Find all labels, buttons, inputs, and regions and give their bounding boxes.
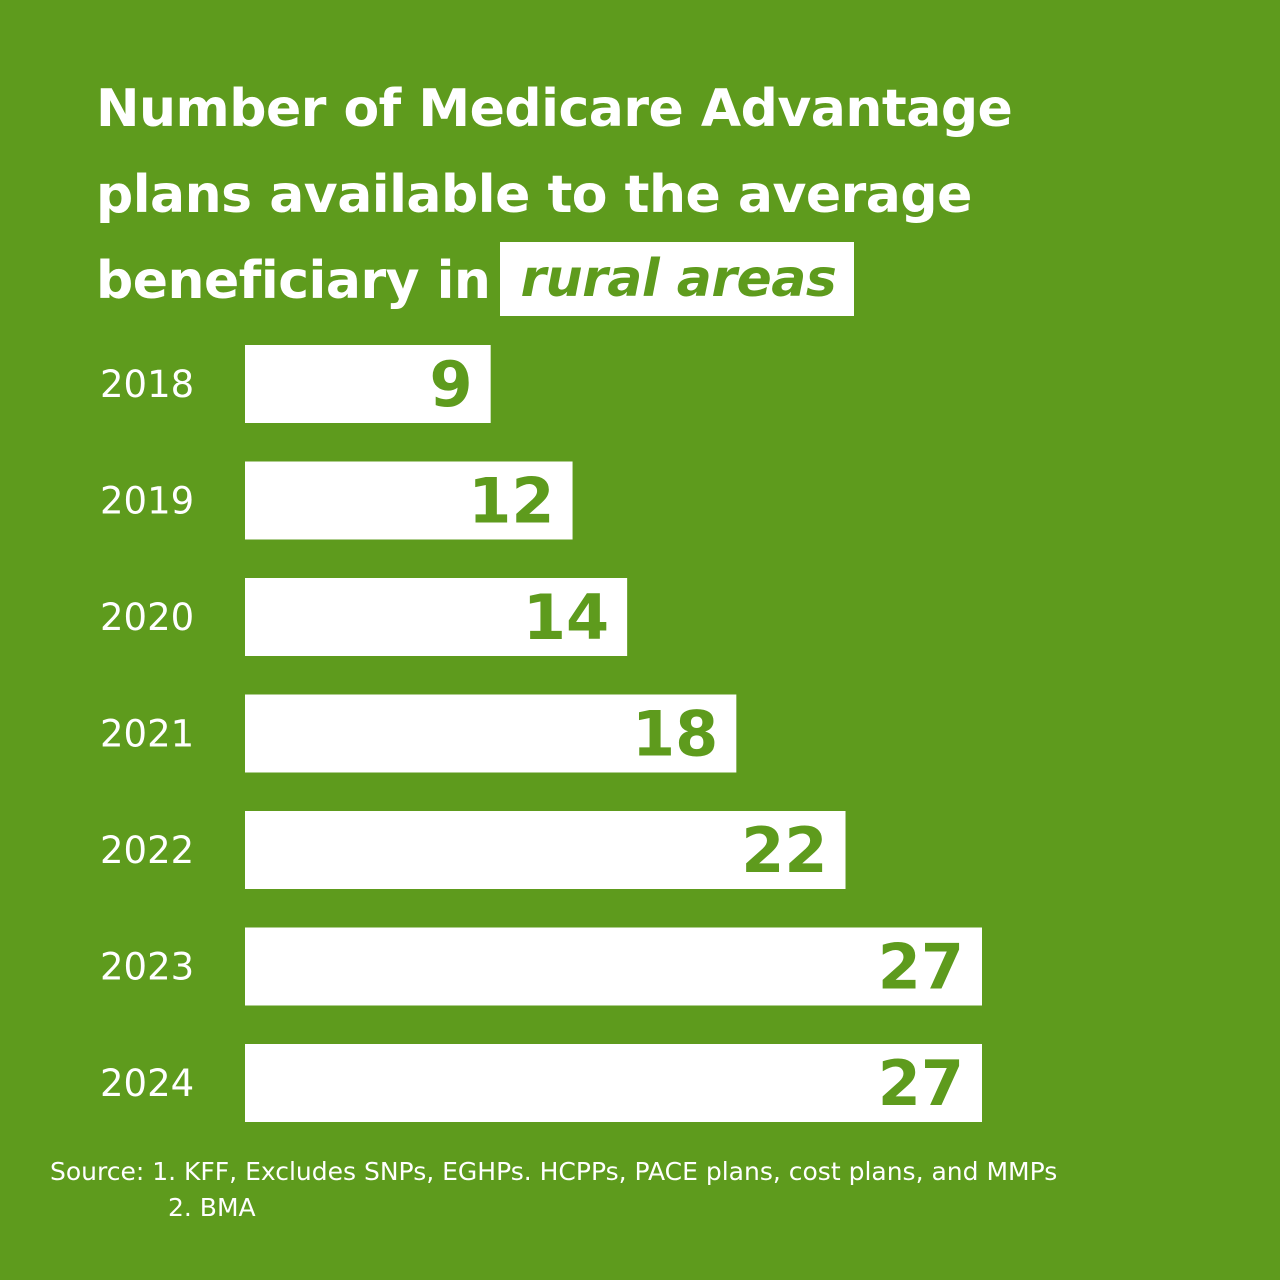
- value-label-2024: 27: [878, 1047, 964, 1120]
- source-note: Source: 1. KFF, Excludes SNPs, EGHPs. HC…: [50, 1154, 1057, 1226]
- category-label-2023: 2023: [100, 946, 194, 989]
- value-label-2019: 12: [468, 465, 554, 538]
- title-line-3-prefix: beneficiary in: [96, 251, 491, 311]
- title-highlight-badge: rural areas: [500, 242, 855, 316]
- bar-2022: [245, 811, 846, 889]
- title-line-2: plans available to the average: [96, 165, 972, 225]
- title-line-3: beneficiary in rural areas: [96, 238, 1216, 324]
- category-label-2018: 2018: [100, 363, 194, 406]
- value-label-2021: 18: [632, 698, 718, 771]
- bar-2023: [245, 927, 982, 1006]
- bar-2020: [245, 578, 628, 656]
- category-label-2022: 2022: [100, 829, 194, 872]
- category-label-2020: 2020: [100, 596, 194, 639]
- category-label-2021: 2021: [100, 713, 194, 756]
- title-line-1: Number of Medicare Advantage: [96, 79, 1013, 139]
- value-label-2018: 9: [430, 348, 473, 421]
- bar-2019: [245, 461, 573, 540]
- bar-2024: [245, 1044, 982, 1122]
- category-label-2024: 2024: [100, 1062, 194, 1105]
- category-label-2019: 2019: [100, 480, 194, 523]
- bar-2018: [245, 345, 491, 423]
- bar-2021: [245, 694, 737, 773]
- chart-title: Number of Medicare Advantage plans avail…: [96, 66, 1216, 324]
- source-line-1: Source: 1. KFF, Excludes SNPs, EGHPs. HC…: [50, 1157, 1058, 1186]
- value-label-2023: 27: [878, 931, 964, 1004]
- value-label-2020: 14: [523, 581, 609, 654]
- value-label-2022: 22: [741, 814, 827, 887]
- source-line-2: 2. BMA: [168, 1193, 256, 1222]
